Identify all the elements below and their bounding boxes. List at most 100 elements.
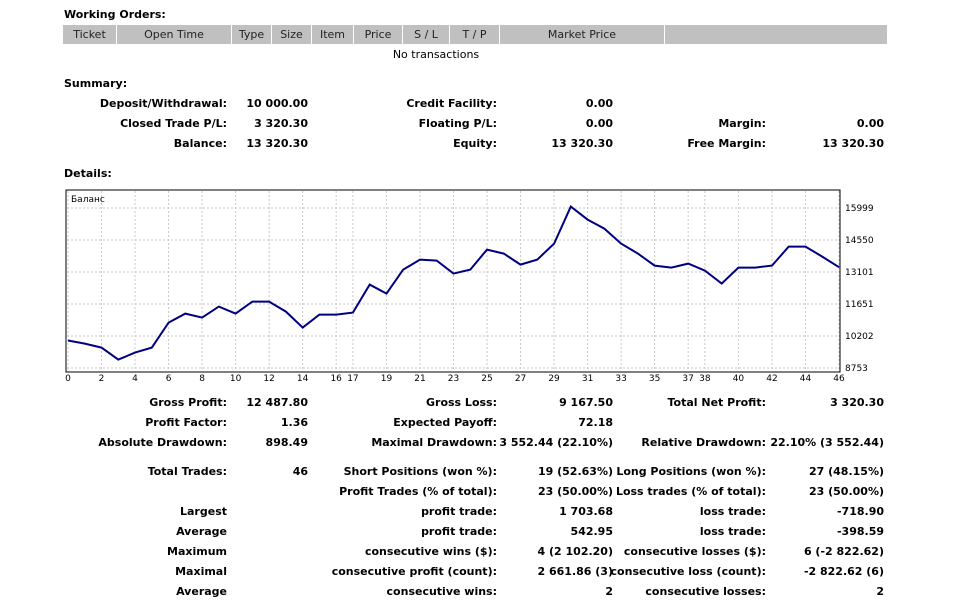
field-label: Largest [180,505,227,518]
field-label: Total Trades: [147,465,227,478]
field-label: consecutive loss (count): [610,565,766,578]
x-tick-label: 21 [414,374,425,384]
y-tick-label: 14550 [845,236,874,246]
field-label: loss trade: [699,525,766,538]
header-cell: Ticket [63,25,117,44]
field-label: Long Positions (won %): [616,465,766,478]
x-tick-label: 23 [448,374,459,384]
field-label: Maximal Drawdown: [371,436,497,449]
field-label: Loss trades (% of total): [615,485,766,498]
field-value: 72.18 [578,416,613,429]
y-tick-label: 10202 [845,332,874,342]
field-value: 4 (2 102.20) [537,545,613,558]
section-title: Details: [64,167,112,180]
y-tick-label: 8753 [845,364,868,374]
x-tick-label: 35 [649,374,660,384]
x-tick-label: 2 [99,374,105,384]
field-value: 1 703.68 [559,505,613,518]
field-label: profit trade: [421,505,497,518]
x-tick-label: 19 [381,374,393,384]
field-value: 3 552.44 (22.10%) [499,436,613,449]
field-value: 10 000.00 [246,97,308,110]
field-value: 1.36 [280,416,308,429]
y-tick-label: 11651 [845,300,874,310]
x-tick-label: 44 [800,374,812,384]
field-value: 13 320.30 [246,137,308,150]
balance-line [67,205,840,361]
field-value: 3 320.30 [254,117,308,130]
y-tick-label: 13101 [845,268,874,278]
field-value: -718.90 [836,505,884,518]
field-value: 12 487.80 [246,396,308,409]
legend-label: Баланс [71,195,105,205]
field-label: loss trade: [699,505,766,518]
field-label: Closed Trade P/L: [120,117,227,130]
field-value: 19 (52.63%) [537,465,613,478]
field-value: 2 661.86 (3) [537,565,613,578]
field-label: consecutive wins: [386,585,497,598]
field-label: consecutive wins ($): [364,545,497,558]
header-cell: Open Time [117,25,232,44]
field-value: 3 320.30 [830,396,884,409]
field-value: 23 (50.00%) [537,485,613,498]
y-tick-label: 15999 [845,204,874,214]
field-label: Gross Profit: [149,396,227,409]
x-tick-label: 46 [833,374,845,384]
field-label: Average [176,585,227,598]
x-tick-label: 12 [263,374,274,384]
field-value: 13 320.30 [551,137,613,150]
field-value: 13 320.30 [822,137,884,150]
header-cell: Size [272,25,312,44]
field-label: Credit Facility: [406,97,497,110]
field-label: Equity: [453,137,497,150]
field-label: Maximal [175,565,227,578]
header-cell [665,25,887,44]
field-label: Balance: [173,137,227,150]
x-tick-label: 17 [347,374,358,384]
field-value: 0.00 [585,97,613,110]
header-cell: Market Price [500,25,665,44]
field-value: 542.95 [570,525,613,538]
field-value: 2 [876,585,884,598]
field-label: Margin: [718,117,766,130]
x-tick-label: 33 [615,374,626,384]
x-tick-label: 0 [65,374,71,384]
field-value: -398.59 [836,525,884,538]
field-label: Maximum [167,545,227,558]
field-label: Gross Loss: [426,396,497,409]
field-value: 46 [292,465,308,478]
field-label: consecutive losses: [645,585,766,598]
x-tick-label: 8 [199,374,205,384]
section-title: Working Orders: [64,8,166,21]
field-label: Short Positions (won %): [343,465,497,478]
field-label: Expected Payoff: [393,416,497,429]
x-tick-label: 42 [766,374,777,384]
field-label: Average [176,525,227,538]
x-tick-label: 14 [297,374,309,384]
field-value: 27 (48.15%) [808,465,884,478]
field-label: profit trade: [421,525,497,538]
x-tick-label: 37 [682,374,693,384]
field-value: 0.00 [585,117,613,130]
x-tick-label: 10 [230,374,242,384]
field-value: 898.49 [265,436,308,449]
header-cell: S / L [403,25,450,44]
header-cell: Price [354,25,403,44]
x-tick-label: 16 [330,374,342,384]
x-tick-label: 4 [132,374,138,384]
header-cell: Type [232,25,272,44]
field-value: 23 (50.00%) [808,485,884,498]
header-cell: T / P [450,25,500,44]
header-cell: Item [312,25,354,44]
x-tick-label: 31 [582,374,593,384]
field-value: 22.10% (3 552.44) [770,436,884,449]
x-tick-label: 6 [166,374,172,384]
x-tick-label: 29 [548,374,560,384]
field-value: -2 822.62 (6) [803,565,884,578]
empty-text: No transactions [392,48,480,61]
field-label: Deposit/Withdrawal: [99,97,227,110]
field-value: 9 167.50 [559,396,613,409]
field-label: Profit Trades (% of total): [339,485,497,498]
